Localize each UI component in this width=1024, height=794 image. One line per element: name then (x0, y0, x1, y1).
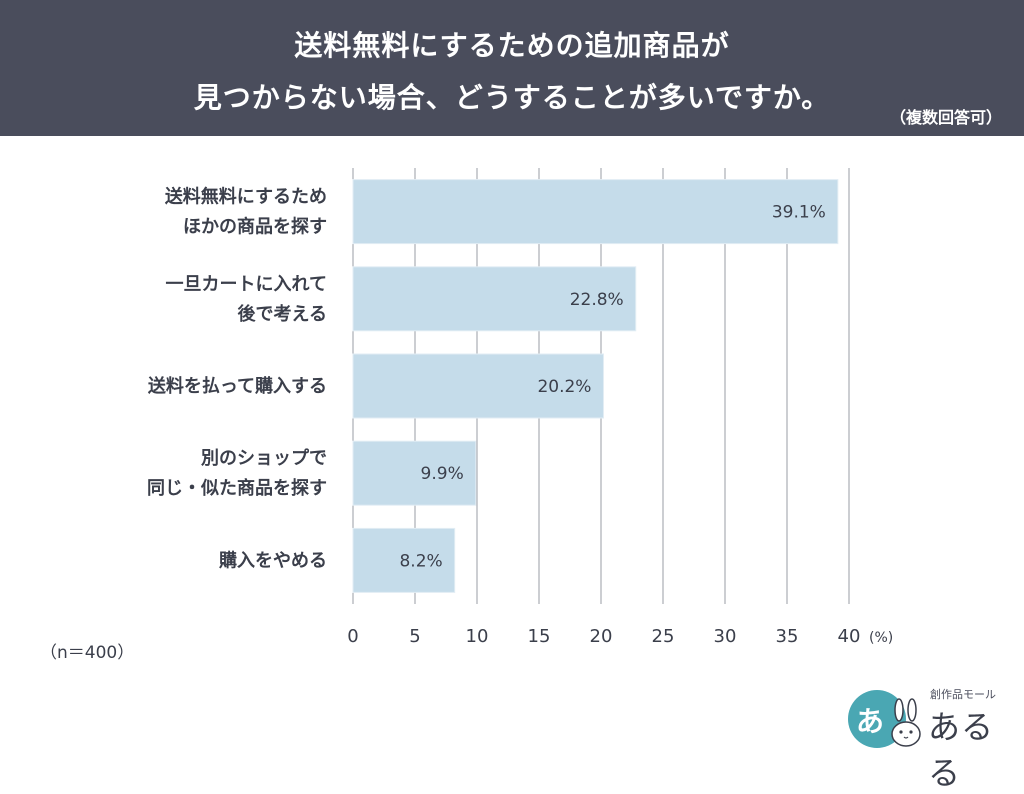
data-label: 9.9% (421, 464, 464, 484)
x-tick-label: 25 (652, 626, 675, 647)
data-label: 20.2% (537, 377, 591, 397)
logo-wordmark: あるる (928, 708, 995, 792)
bar (352, 527, 456, 593)
category-label: ほかの商品を探す (183, 216, 327, 238)
category-label: 送料無料にするため (164, 186, 327, 208)
bar (352, 353, 604, 419)
x-tick-label: 40 (838, 626, 861, 647)
x-tick-label: 20 (590, 626, 613, 647)
data-label: 22.8% (570, 290, 624, 310)
chart-subtitle: （複数回答可） (889, 108, 1002, 127)
category-label: 送料を払って購入する (147, 375, 327, 397)
x-tick-label: 5 (409, 626, 420, 647)
category-label: 後で考える (238, 303, 327, 325)
rabbit-icon (891, 698, 921, 747)
data-label: 8.2% (399, 551, 442, 571)
category-label: 一旦カートに入れて (166, 274, 327, 295)
bar (352, 266, 637, 332)
logo-tagline: 創作品モール (930, 688, 996, 701)
category-label: 購入をやめる (218, 549, 327, 571)
bar (352, 179, 839, 245)
bar-chart: 0 5 10 15 20 25 30 35 40 (%) 39.1% 送料無料にするためほかの商品を探… (147, 168, 893, 647)
x-axis-unit: (%) (869, 630, 893, 646)
x-tick-label: 0 (347, 626, 358, 647)
sample-size-label: （n＝400） (40, 643, 135, 663)
chart-title-line-1: 送料無料にするための追加商品が (294, 29, 730, 62)
x-tick-label: 35 (776, 626, 799, 647)
bar (352, 440, 477, 506)
logo-badge-text: あ (856, 705, 885, 738)
data-label: 39.1% (772, 203, 826, 223)
chart-title-line-2: 見つからない場合、どうすることが多いですか。 (193, 81, 831, 114)
x-tick-label: 15 (528, 626, 551, 647)
category-label: 別のショップで (201, 447, 327, 469)
category-label: 同じ・似た商品を探す (147, 477, 327, 499)
brand-logo: あ 創作品モール あるる (848, 684, 1008, 792)
x-tick-label: 10 (466, 626, 489, 647)
x-tick-label: 30 (714, 626, 737, 647)
chart-header: 送料無料にするための追加商品が 見つからない場合、どうすることが多いですか。 （… (0, 0, 1024, 136)
